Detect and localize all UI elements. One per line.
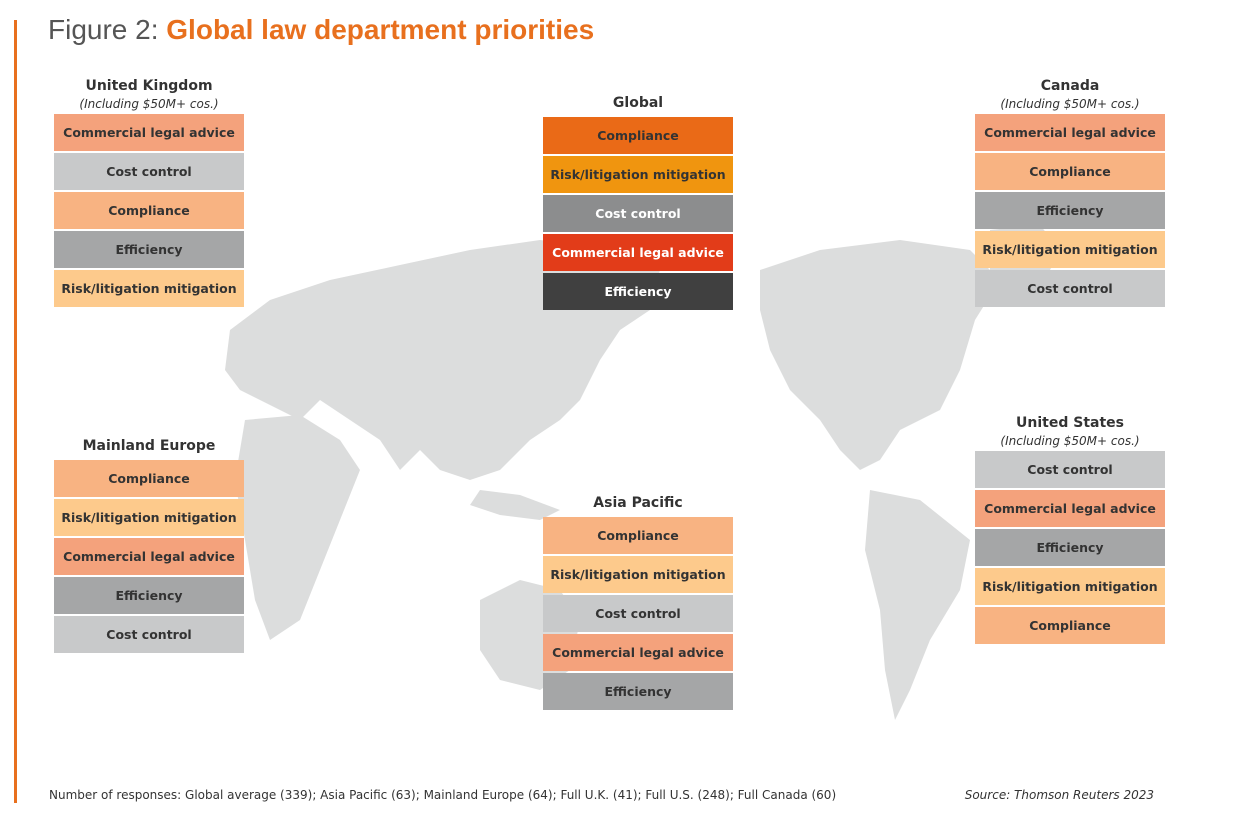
region-panel: Canada (Including $50M+ cos.) Commercial l…: [975, 76, 1165, 309]
priority-item: Commercial legal advice: [975, 490, 1165, 527]
priority-item: Compliance: [975, 153, 1165, 190]
priority-item: Efficiency: [543, 273, 733, 310]
region-title: United Kingdom: [85, 78, 213, 94]
region-title: Global: [612, 95, 664, 111]
priority-item: Risk/litigation mitigation: [54, 270, 244, 307]
priority-item: Commercial legal advice: [54, 538, 244, 575]
region-subtitle: (Including $50M+ cos.): [79, 97, 219, 111]
source: Source: Thomson Reuters 2023: [964, 788, 1154, 802]
region-title: United States: [1016, 415, 1124, 431]
priority-item: Risk/litigation mitigation: [975, 231, 1165, 268]
footnote: Number of responses: Global average (339…: [49, 788, 837, 802]
accent-rule: [14, 20, 17, 803]
priority-item: Risk/litigation mitigation: [543, 156, 733, 193]
priority-item: Risk/litigation mitigation: [543, 556, 733, 593]
priority-item: Efficiency: [543, 673, 733, 710]
region-panel: United Kingdom (Including $50M+ cos.) Comm…: [54, 76, 244, 309]
priority-item: Commercial legal advice: [54, 114, 244, 151]
region-title: Asia Pacific: [593, 495, 683, 511]
priority-item: Cost control: [975, 270, 1165, 307]
priority-item: Cost control: [54, 616, 244, 653]
region-panel: Mainland Europe Compliance Risk/litigation…: [54, 436, 244, 655]
region-panel: Global Compliance Risk/litigation mitigati…: [543, 93, 733, 312]
priority-item: Compliance: [54, 192, 244, 229]
region-panel: Asia Pacific Compliance Risk/litigation mi…: [543, 493, 733, 712]
figure-title: Figure 2: Global law department prioriti…: [48, 14, 594, 46]
priority-item: Commercial legal advice: [543, 234, 733, 271]
figure-prefix: Figure 2:: [48, 14, 159, 45]
priority-item: Risk/litigation mitigation: [54, 499, 244, 536]
region-title: Canada: [1040, 78, 1100, 94]
priority-item: Compliance: [543, 517, 733, 554]
priority-item: Cost control: [543, 195, 733, 232]
region-subtitle: (Including $50M+ cos.): [1000, 434, 1140, 448]
priority-item: Efficiency: [975, 529, 1165, 566]
priority-item: Efficiency: [54, 231, 244, 268]
priority-item: Cost control: [543, 595, 733, 632]
priority-item: Compliance: [543, 117, 733, 154]
priority-item: Efficiency: [54, 577, 244, 614]
region-subtitle: (Including $50M+ cos.): [1000, 97, 1140, 111]
priority-item: Efficiency: [975, 192, 1165, 229]
priority-item: Compliance: [975, 607, 1165, 644]
priority-item: Risk/litigation mitigation: [975, 568, 1165, 605]
region-panel: United States (Including $50M+ cos.) Cost …: [975, 413, 1165, 646]
figure-heading: Global law department priorities: [166, 14, 595, 45]
priority-item: Commercial legal advice: [975, 114, 1165, 151]
priority-item: Commercial legal advice: [543, 634, 733, 671]
priority-item: Cost control: [975, 451, 1165, 488]
priority-item: Compliance: [54, 460, 244, 497]
region-title: Mainland Europe: [82, 438, 216, 454]
priority-item: Cost control: [54, 153, 244, 190]
